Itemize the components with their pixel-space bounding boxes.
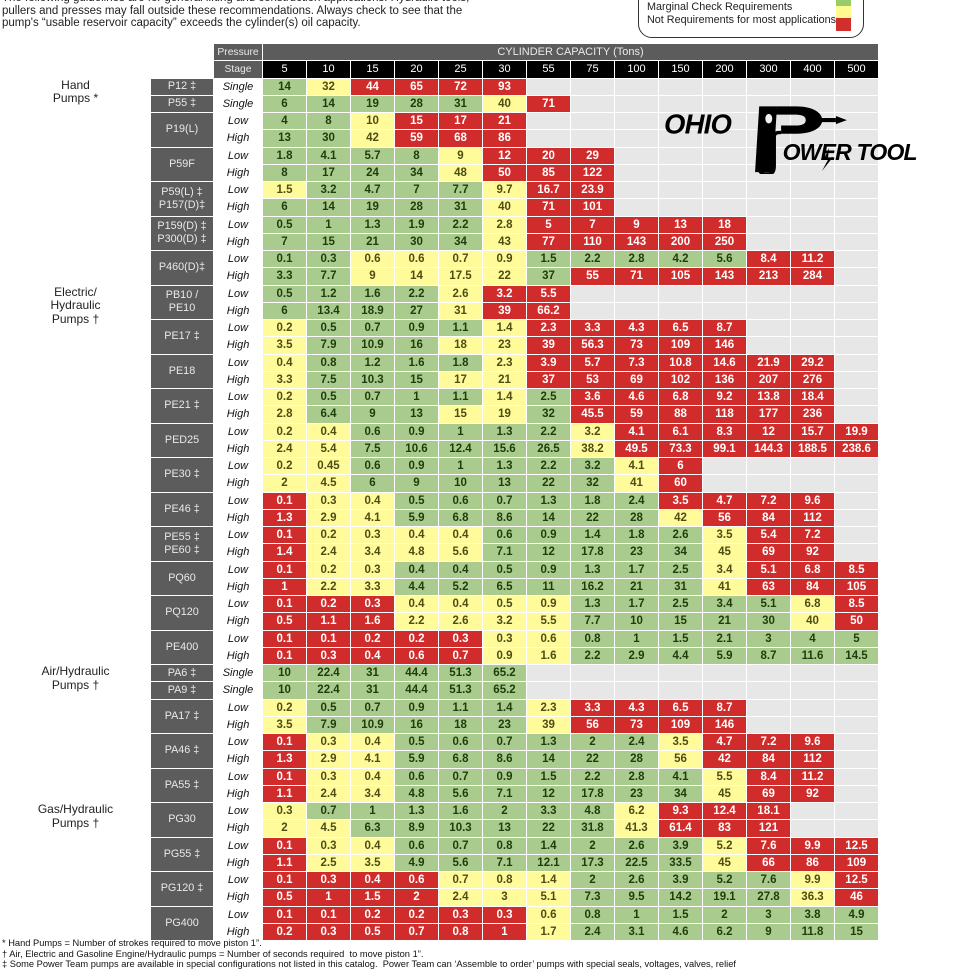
svg-text:OHIO: OHIO xyxy=(664,109,731,140)
svg-text:OWER TOOL: OWER TOOL xyxy=(783,139,917,165)
